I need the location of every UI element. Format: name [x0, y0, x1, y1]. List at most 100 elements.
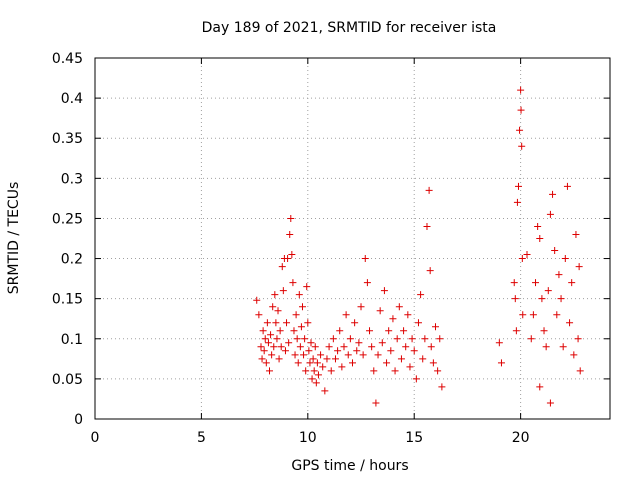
- data-point: [385, 327, 393, 335]
- data-point: [551, 247, 559, 255]
- data-point: [538, 295, 546, 303]
- data-point: [334, 347, 342, 355]
- data-point: [534, 222, 542, 230]
- data-point: [288, 251, 296, 259]
- data-point: [319, 363, 327, 371]
- data-point: [557, 295, 565, 303]
- data-point: [293, 335, 301, 343]
- data-point: [308, 375, 316, 383]
- data-point: [264, 339, 272, 347]
- data-point: [357, 303, 365, 311]
- data-point: [325, 343, 333, 351]
- data-point: [518, 142, 526, 150]
- data-point: [297, 323, 305, 331]
- data-point: [406, 363, 414, 371]
- data-point: [495, 339, 503, 347]
- data-point: [542, 343, 550, 351]
- data-point: [294, 359, 302, 367]
- data-point: [546, 399, 554, 407]
- data-point: [497, 359, 505, 367]
- y-axis-label: SRMTID / TECUs: [6, 182, 22, 295]
- data-point: [402, 343, 410, 351]
- data-point: [566, 319, 574, 327]
- data-point: [274, 307, 282, 315]
- y-tick-label: 0.05: [52, 372, 83, 388]
- y-tick-label: 0.15: [52, 292, 83, 308]
- data-point: [374, 351, 382, 359]
- data-point: [427, 343, 435, 351]
- data-point: [346, 335, 354, 343]
- data-point: [321, 387, 329, 395]
- data-point: [307, 339, 315, 347]
- data-point: [536, 383, 544, 391]
- data-point: [359, 351, 367, 359]
- data-point: [313, 359, 321, 367]
- data-point: [417, 291, 425, 299]
- data-point: [429, 359, 437, 367]
- data-point: [361, 255, 369, 263]
- data-point: [423, 222, 431, 230]
- data-point: [517, 86, 525, 94]
- data-point: [355, 339, 363, 347]
- data-point: [269, 303, 277, 311]
- data-point: [438, 383, 446, 391]
- data-point: [281, 347, 289, 355]
- data-point: [511, 295, 519, 303]
- data-point: [529, 311, 537, 319]
- data-point: [338, 363, 346, 371]
- data-point: [544, 287, 552, 295]
- data-point: [540, 327, 548, 335]
- data-point: [290, 327, 298, 335]
- x-tick-label: 15: [405, 430, 423, 446]
- data-point: [270, 343, 278, 351]
- data-point: [285, 339, 293, 347]
- x-tick-label: 20: [512, 430, 530, 446]
- data-point: [553, 311, 561, 319]
- data-point: [391, 367, 399, 375]
- data-point: [563, 182, 571, 190]
- data-point: [340, 343, 348, 351]
- data-point: [351, 319, 359, 327]
- data-point: [412, 375, 420, 383]
- data-point: [303, 283, 311, 291]
- data-point: [314, 371, 322, 379]
- data-point: [574, 335, 582, 343]
- data-point: [279, 287, 287, 295]
- data-point: [302, 367, 310, 375]
- plot-frame: [94, 57, 611, 420]
- data-point: [519, 311, 527, 319]
- data-point: [278, 263, 286, 271]
- data-point: [317, 351, 325, 359]
- data-point: [517, 106, 525, 114]
- data-point: [309, 355, 317, 363]
- y-tick-label: 0.4: [61, 91, 83, 107]
- data-point: [436, 335, 444, 343]
- data-point: [395, 303, 403, 311]
- y-tick-label: 0: [74, 412, 83, 428]
- data-point: [271, 291, 279, 299]
- data-point: [408, 335, 416, 343]
- data-point: [284, 255, 292, 263]
- data-point: [259, 327, 267, 335]
- data-point: [323, 355, 331, 363]
- y-tick-label: 0.2: [61, 252, 83, 268]
- axis-ticks: 0 0.05 0.1 0.15 0.2 0.25 0.3 0.35 0.4 0.45 0 5 10 15 2…: [52, 51, 610, 446]
- data-point: [404, 311, 412, 319]
- data-point: [510, 279, 518, 287]
- data-point: [363, 279, 371, 287]
- data-point: [262, 359, 270, 367]
- y-tick-label: 0.45: [52, 51, 83, 67]
- data-point: [292, 311, 300, 319]
- data-point: [559, 343, 567, 351]
- x-tick-label: 10: [299, 430, 317, 446]
- data-point: [272, 319, 280, 327]
- data-point: [283, 319, 291, 327]
- chart-title: Day 189 of 2021, SRMTID for receiver ist…: [202, 20, 497, 36]
- data-point: [410, 347, 418, 355]
- data-point: [434, 367, 442, 375]
- data-point: [312, 379, 320, 387]
- data-point: [329, 335, 337, 343]
- data-point: [327, 367, 335, 375]
- data-point: [331, 355, 339, 363]
